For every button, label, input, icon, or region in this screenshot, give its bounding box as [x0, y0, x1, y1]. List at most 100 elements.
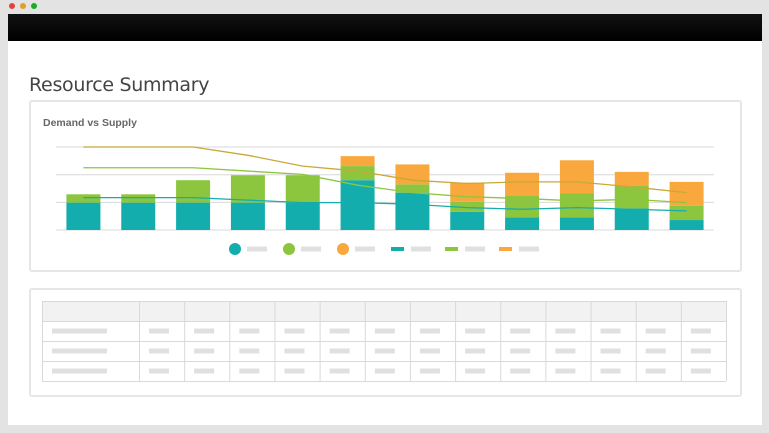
legend-label-placeholder: [519, 246, 539, 252]
table-cell-placeholder: [329, 348, 350, 354]
bar-segment: [614, 208, 649, 230]
bar-segment: [230, 202, 265, 230]
legend-marker: [337, 243, 349, 255]
chart-title: Demand vs Supply: [43, 117, 137, 129]
bar-segment: [340, 166, 375, 181]
legend-marker: [445, 247, 458, 251]
bar-segment: [395, 184, 430, 193]
table-cell-placeholder: [600, 348, 621, 354]
legend-label-placeholder: [465, 246, 485, 252]
bar-segment: [176, 202, 211, 230]
bar-segment: [505, 172, 540, 196]
main-content: Resource Summary Demand vs Supply: [8, 41, 762, 425]
table-cell-placeholder: [419, 368, 440, 374]
summary-table-card: [29, 288, 742, 397]
table-header: [42, 301, 726, 321]
bar-segment: [230, 175, 265, 203]
table-cell-placeholder: [465, 368, 486, 374]
bar-segment: [559, 160, 594, 194]
table-cell-placeholder: [284, 368, 305, 374]
bar-segment: [450, 182, 485, 202]
demand-supply-chart: [56, 146, 714, 255]
table-cell-placeholder: [690, 348, 711, 354]
table-cell-placeholder: [555, 328, 576, 334]
table-cell-placeholder: [374, 368, 395, 374]
series-line: [83, 167, 687, 204]
chart-card: Demand vs Supply: [29, 100, 742, 272]
table-cell-placeholder: [194, 368, 215, 374]
table-cell-placeholder: [52, 368, 107, 374]
maximize-window-button[interactable]: [31, 3, 37, 9]
bar-segment: [285, 175, 320, 203]
legend-marker: [391, 247, 404, 251]
table-cell-placeholder: [600, 368, 621, 374]
legend-label-placeholder: [247, 246, 267, 252]
bar-segment: [121, 194, 156, 203]
table-cell-placeholder: [194, 348, 215, 354]
legend-marker: [229, 243, 241, 255]
table-cell-placeholder: [52, 348, 107, 354]
table-cell-placeholder: [284, 348, 305, 354]
table-cell-placeholder: [600, 328, 621, 334]
minimize-window-button[interactable]: [20, 3, 26, 9]
table-cell-placeholder: [374, 348, 395, 354]
table-cell-placeholder: [419, 328, 440, 334]
table-cell-placeholder: [284, 328, 305, 334]
table-cell-placeholder: [465, 348, 486, 354]
table-cell-placeholder: [510, 368, 531, 374]
bar-segment: [66, 202, 101, 230]
table-cell-placeholder: [465, 328, 486, 334]
legend-label-placeholder: [355, 246, 375, 252]
table-cell-placeholder: [52, 328, 107, 334]
page-title: Resource Summary: [29, 73, 210, 96]
bar-segment: [176, 180, 211, 203]
table-cell-placeholder: [645, 368, 666, 374]
series-line: [83, 146, 687, 194]
legend-label-placeholder: [301, 246, 321, 252]
bar-segment: [559, 193, 594, 218]
bar-segment: [450, 201, 485, 212]
app-header-bar: [8, 14, 762, 41]
bar-segment: [669, 205, 704, 221]
bar-segment: [340, 180, 375, 230]
table-cell-placeholder: [239, 328, 260, 334]
bar-segment: [450, 211, 485, 230]
table-cell-placeholder: [555, 368, 576, 374]
bar-segment: [340, 156, 375, 167]
table-cell-placeholder: [239, 348, 260, 354]
table-cell-placeholder: [239, 368, 260, 374]
table-cell-placeholder: [645, 328, 666, 334]
table-cell-placeholder: [645, 348, 666, 354]
legend-marker: [499, 247, 512, 251]
bar-segment: [614, 171, 649, 187]
table-cell-placeholder: [329, 368, 350, 374]
table-cell-placeholder: [149, 368, 169, 374]
legend-marker: [283, 243, 295, 255]
bar-segment: [505, 217, 540, 230]
series-line: [83, 196, 687, 212]
table-cell-placeholder: [329, 328, 350, 334]
table-cell-placeholder: [149, 348, 169, 354]
table-cell-placeholder: [374, 328, 395, 334]
bar-segment: [669, 220, 704, 230]
bar-segment: [395, 192, 430, 230]
table-cell-placeholder: [510, 328, 531, 334]
table-cell-placeholder: [690, 368, 711, 374]
bar-segment: [66, 194, 101, 203]
table-cell-placeholder: [510, 348, 531, 354]
table-cell-placeholder: [194, 328, 215, 334]
legend-label-placeholder: [411, 246, 431, 252]
summary-table: [42, 301, 727, 382]
table-cell-placeholder: [555, 348, 576, 354]
close-window-button[interactable]: [9, 3, 15, 9]
bar-segment: [121, 202, 156, 230]
bar-segment: [285, 202, 320, 230]
bar-segment: [559, 217, 594, 230]
bar-segment: [505, 195, 540, 218]
bar-segment: [614, 186, 649, 209]
table-cell-placeholder: [690, 328, 711, 334]
table-cell-placeholder: [149, 328, 169, 334]
table-cell-placeholder: [419, 348, 440, 354]
window-controls: [9, 3, 37, 9]
